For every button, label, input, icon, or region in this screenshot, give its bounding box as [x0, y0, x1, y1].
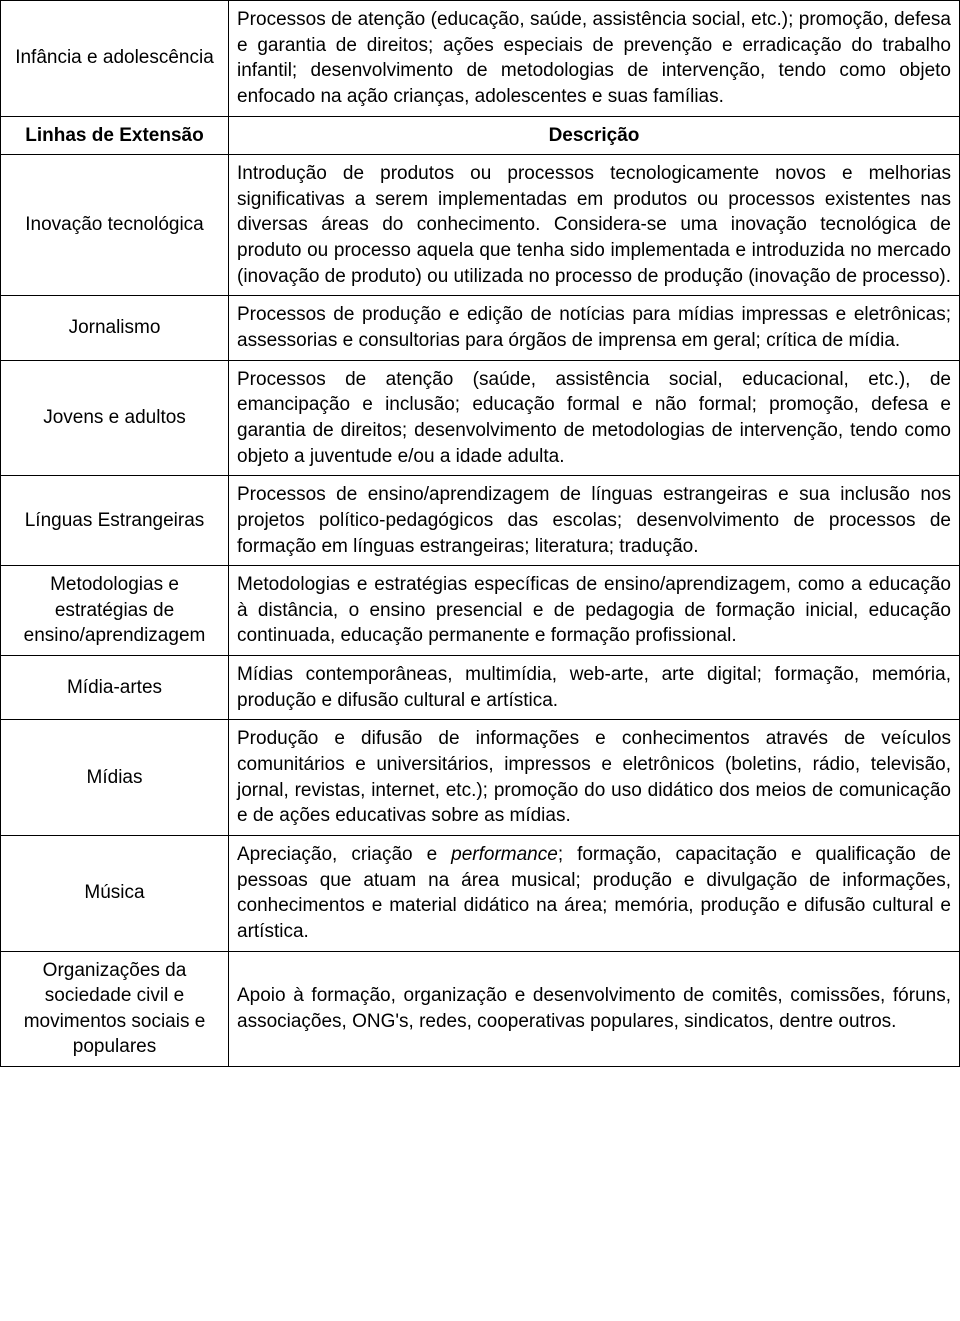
table-row: Jovens e adultosProcessos de atenção (sa…: [1, 360, 960, 476]
row-label: Música: [1, 835, 229, 951]
table-header-row: Linhas de Extensão Descrição: [1, 116, 960, 155]
row-label: Metodologias e estratégias de ensino/apr…: [1, 566, 229, 656]
row-label: Inovação tecnológica: [1, 155, 229, 296]
row-label: Línguas Estrangeiras: [1, 476, 229, 566]
row-label: Mídias: [1, 720, 229, 836]
table-row: Línguas EstrangeirasProcessos de ensino/…: [1, 476, 960, 566]
row-description: Processos de atenção (educação, saúde, a…: [229, 1, 960, 117]
row-description: Mídias contemporâneas, multimídia, web-a…: [229, 656, 960, 720]
row-description: Processos de produção e edição de notíci…: [229, 296, 960, 360]
row-description: Processos de atenção (saúde, assistência…: [229, 360, 960, 476]
table-row: JornalismoProcessos de produção e edição…: [1, 296, 960, 360]
row-description: Apoio à formação, organização e desenvol…: [229, 951, 960, 1067]
table-body-after-header: Inovação tecnológicaIntrodução de produt…: [1, 155, 960, 1067]
table-row: MúsicaApreciação, criação e performance;…: [1, 835, 960, 951]
table-body-before-header: Infância e adolescênciaProcessos de aten…: [1, 1, 960, 117]
header-right: Descrição: [229, 116, 960, 155]
extension-lines-table: Infância e adolescênciaProcessos de aten…: [0, 0, 960, 1067]
table-header-body: Linhas de Extensão Descrição: [1, 116, 960, 155]
row-label: Jovens e adultos: [1, 360, 229, 476]
row-label: Infância e adolescência: [1, 1, 229, 117]
row-label: Mídia-artes: [1, 656, 229, 720]
table-row: Inovação tecnológicaIntrodução de produt…: [1, 155, 960, 296]
row-description: Produção e difusão de informações e conh…: [229, 720, 960, 836]
table-row: Organizações da sociedade civil e movime…: [1, 951, 960, 1067]
row-description: Introdução de produtos ou processos tecn…: [229, 155, 960, 296]
table-row: Metodologias e estratégias de ensino/apr…: [1, 566, 960, 656]
row-label: Jornalismo: [1, 296, 229, 360]
table-row: Infância e adolescênciaProcessos de aten…: [1, 1, 960, 117]
row-label: Organizações da sociedade civil e movime…: [1, 951, 229, 1067]
row-description: Processos de ensino/aprendizagem de líng…: [229, 476, 960, 566]
document-page: Infância e adolescênciaProcessos de aten…: [0, 0, 960, 1067]
row-description: Apreciação, criação e performance; forma…: [229, 835, 960, 951]
table-row: Mídia-artesMídias contemporâneas, multim…: [1, 656, 960, 720]
row-description: Metodologias e estratégias específicas d…: [229, 566, 960, 656]
table-row: MídiasProdução e difusão de informações …: [1, 720, 960, 836]
header-left: Linhas de Extensão: [1, 116, 229, 155]
